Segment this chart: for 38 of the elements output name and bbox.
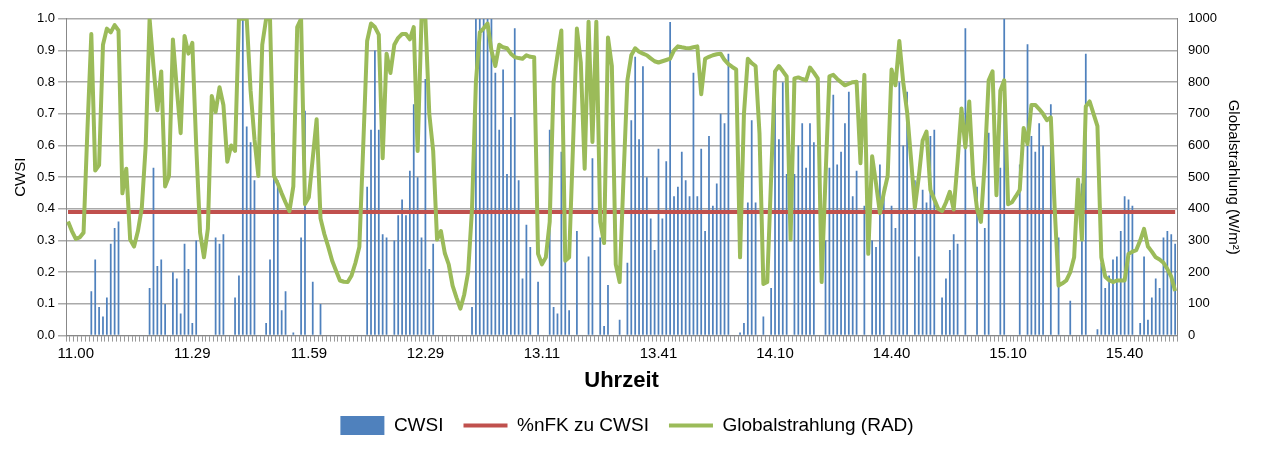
x-axis-title: Uhrzeit xyxy=(584,366,660,392)
legend-label: CWSI xyxy=(393,413,444,435)
y-tick-label: 0.8 xyxy=(36,73,56,89)
x-tick-label: 13.11 xyxy=(523,343,561,361)
y2-tick-label: 1000 xyxy=(1188,10,1217,26)
y-tick-label: 0.7 xyxy=(36,105,56,121)
y2-tick-label: 700 xyxy=(1188,105,1210,121)
x-tick-label: 14.40 xyxy=(872,343,911,361)
y2-tick-label: 500 xyxy=(1188,168,1210,184)
y-tick-label: 0.5 xyxy=(36,168,56,184)
legend-label: %nFK zu CWSI xyxy=(517,413,649,435)
y2-tick-label: 600 xyxy=(1188,137,1210,153)
x-tick-label: 12.29 xyxy=(406,343,445,361)
legend-label: Globalstrahlung (RAD) xyxy=(722,413,914,435)
x-tick-label: 15.10 xyxy=(989,343,1027,361)
y-tick-label: 0.9 xyxy=(36,42,56,58)
x-tick-label: 11.00 xyxy=(57,343,94,361)
y-tick-label: 0.3 xyxy=(36,232,56,248)
x-tick-label: 13.41 xyxy=(639,343,678,361)
x-tick-label: 15.40 xyxy=(1105,343,1144,361)
y-tick-label: 0.1 xyxy=(36,295,56,311)
x-tick-label: 11.29 xyxy=(174,343,211,361)
y-axis-title: CWSI xyxy=(11,157,29,197)
y2-tick-label: 0 xyxy=(1188,327,1196,343)
y-tick-label: 0.2 xyxy=(36,263,56,279)
x-tick-label: 11.59 xyxy=(290,343,328,361)
y-tick-label: 0.6 xyxy=(36,137,56,153)
y2-tick-label: 800 xyxy=(1188,73,1210,89)
y2-tick-label: 300 xyxy=(1188,232,1210,248)
y2-tick-label: 400 xyxy=(1188,200,1210,216)
y2-tick-label: 100 xyxy=(1188,295,1210,311)
y2-tick-label: 200 xyxy=(1188,263,1210,279)
y-tick-label: 1.0 xyxy=(36,10,56,26)
y2-axis-title: Globalstrahlung (W/m²) xyxy=(1225,99,1243,255)
y2-tick-label: 900 xyxy=(1188,42,1210,58)
y-tick-label: 0.4 xyxy=(36,200,56,216)
y-tick-label: 0.0 xyxy=(36,327,56,343)
x-tick-label: 14.10 xyxy=(756,343,794,361)
